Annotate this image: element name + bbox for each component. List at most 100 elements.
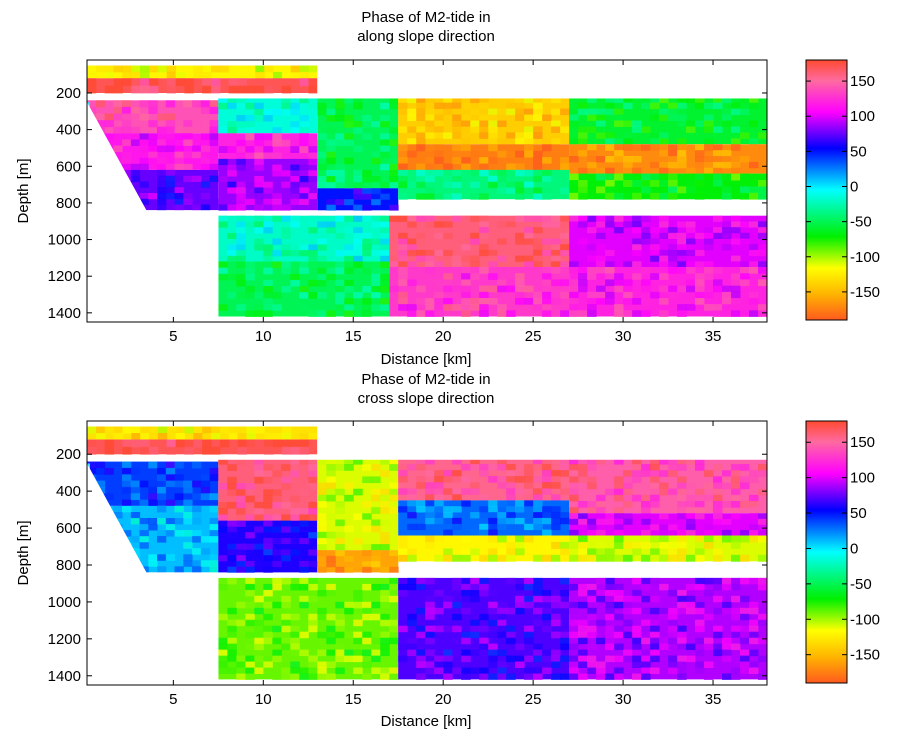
y-tick-label: 600 xyxy=(56,158,81,175)
colorbar-tick-label: 50 xyxy=(850,505,867,522)
no-data-gap xyxy=(87,573,767,577)
colorbar-tick-label: 0 xyxy=(850,178,858,195)
colorbar-tick-label: -100 xyxy=(850,611,880,628)
y-tick-label: 1000 xyxy=(48,594,81,611)
heatmap-cell xyxy=(218,133,318,160)
y-tick-label: 1400 xyxy=(48,305,81,322)
y-tick-label: 800 xyxy=(56,557,81,574)
chart-title-line2: along slope direction xyxy=(357,28,495,45)
x-tick-label: 30 xyxy=(615,691,632,708)
y-tick-label: 800 xyxy=(56,195,81,212)
x-tick-label: 10 xyxy=(255,328,272,345)
plot-frame xyxy=(86,59,768,323)
colorbar-tick-label: -50 xyxy=(850,214,872,231)
heatmap-cell xyxy=(218,577,399,680)
y-ticks: 200 400 600 800 1000 1200 1400 xyxy=(48,85,767,322)
y-tick-label: 1000 xyxy=(48,232,81,249)
heatmap-cell xyxy=(569,535,768,562)
colorbar-tick-label: -100 xyxy=(850,249,880,266)
heatmap-cell xyxy=(87,100,219,134)
heatmap-cell xyxy=(389,267,570,317)
y-tick-label: 400 xyxy=(56,122,81,139)
x-tick-label: 15 xyxy=(345,691,362,708)
heatmap-cell xyxy=(398,500,570,536)
y-tick-label: 1200 xyxy=(48,268,81,285)
colorbar-ticks: 150 100 50 0 -50 -100 -150 xyxy=(806,434,880,664)
x-ticks: 5 10 15 20 25 30 35 xyxy=(169,421,721,708)
no-data-gap xyxy=(87,93,767,99)
heatmap-cell xyxy=(87,78,318,94)
colorbar-tick-label: 50 xyxy=(850,143,867,160)
colorbar-tick-label: 150 xyxy=(850,434,875,451)
x-ticks: 5 10 15 20 25 30 35 xyxy=(169,60,721,345)
heatmap-cell xyxy=(218,158,318,211)
no-data-gap xyxy=(87,455,767,460)
colorbar xyxy=(805,59,848,321)
x-tick-label: 35 xyxy=(705,691,722,708)
heatmap-cell xyxy=(218,215,390,262)
no-data-gap xyxy=(87,680,767,685)
heatmap-cell xyxy=(569,513,768,536)
colorbar-tick-label: -50 xyxy=(850,576,872,593)
x-tick-label: 25 xyxy=(525,691,542,708)
heatmap-cell xyxy=(87,439,318,455)
y-tick-label: 200 xyxy=(56,446,81,463)
heatmap-cell xyxy=(569,96,768,145)
x-tick-label: 5 xyxy=(169,328,177,345)
y-ticks: 200 400 600 800 1000 1200 1400 xyxy=(48,446,767,685)
y-tick-label: 400 xyxy=(56,483,81,500)
x-tick-label: 35 xyxy=(705,328,722,345)
heatmap-cell xyxy=(317,457,399,551)
heatmap-cell xyxy=(218,457,318,522)
x-tick-label: 30 xyxy=(615,328,632,345)
y-tick-label: 1400 xyxy=(48,668,81,685)
heatmap-cell xyxy=(569,267,768,317)
no-data-gap xyxy=(87,60,767,65)
colorbar-tick-label: 150 xyxy=(850,73,875,90)
heatmap-cell xyxy=(87,426,318,440)
x-tick-label: 5 xyxy=(169,691,177,708)
panel-cross-slope: Phase of M2-tide in cross slope directio… xyxy=(15,371,880,730)
heatmap-cell xyxy=(398,457,570,501)
heatmap-cell xyxy=(398,96,570,145)
no-data-gap xyxy=(87,317,767,322)
heatmap-cell xyxy=(398,535,570,562)
heatmap-area xyxy=(87,421,768,685)
colorbar xyxy=(805,420,848,684)
x-axis-label: Distance [km] xyxy=(381,351,472,368)
panel-along-slope: Phase of M2-tide in along slope directio… xyxy=(15,9,880,368)
colorbar-tick-label: 0 xyxy=(850,540,858,557)
x-tick-label: 15 xyxy=(345,328,362,345)
heatmap-cell xyxy=(317,550,399,573)
heatmap-area xyxy=(87,60,768,322)
heatmap-cell xyxy=(317,96,399,189)
heatmap-cell xyxy=(317,188,399,211)
heatmap-cell xyxy=(398,144,570,171)
heatmap-cell xyxy=(218,520,318,573)
colorbar-tick-label: -150 xyxy=(850,284,880,301)
colorbar-tick-label: 100 xyxy=(850,470,875,487)
y-tick-label: 1200 xyxy=(48,631,81,648)
heatmap-cell xyxy=(569,215,768,268)
x-tick-label: 20 xyxy=(435,691,452,708)
x-axis-label: Distance [km] xyxy=(381,713,472,730)
heatmap-cell xyxy=(398,577,570,680)
chart-title-line1: Phase of M2-tide in xyxy=(361,9,490,26)
heatmap-cell xyxy=(569,457,768,514)
heatmap-cell xyxy=(569,144,768,175)
no-data-gap xyxy=(87,421,767,426)
heatmap-cell xyxy=(569,577,768,680)
plot-frame xyxy=(86,420,768,686)
heatmap-cell xyxy=(87,461,219,507)
no-data-gap xyxy=(317,421,767,457)
colorbar-tick-label: -150 xyxy=(850,647,880,664)
y-tick-label: 200 xyxy=(56,85,81,102)
no-data-gap xyxy=(317,60,767,95)
colorbar-tick-label: 100 xyxy=(850,108,875,125)
x-tick-label: 25 xyxy=(525,328,542,345)
colorbar-ticks: 150 100 50 0 -50 -100 -150 xyxy=(806,73,880,301)
heatmap-cell xyxy=(218,261,390,317)
heatmap-cell xyxy=(218,96,318,134)
x-tick-label: 10 xyxy=(255,691,272,708)
